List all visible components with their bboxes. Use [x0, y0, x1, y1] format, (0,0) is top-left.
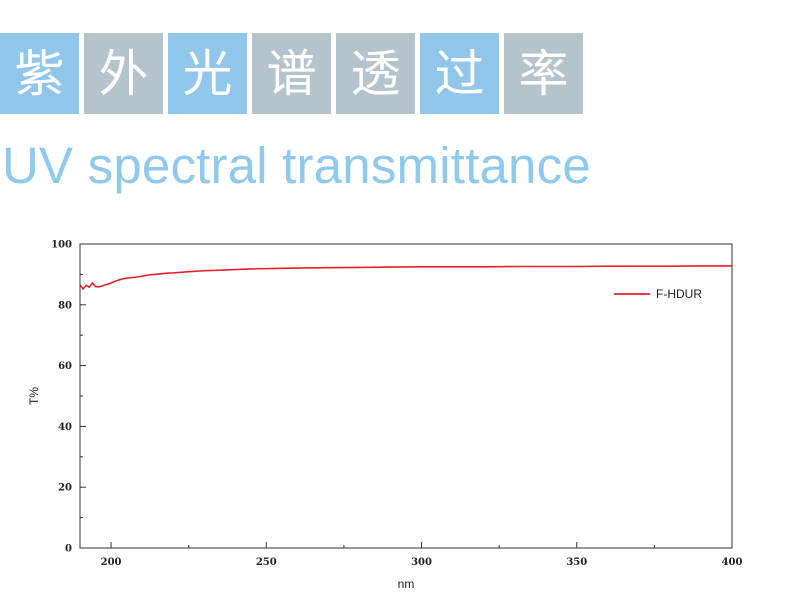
title-tiles: 紫 外 光 谱 透 过 率	[0, 33, 583, 114]
x-tick-label: 300	[411, 557, 432, 568]
x-tick-label: 400	[722, 557, 743, 568]
legend: F-HDUR	[614, 287, 702, 301]
title-tile: 外	[84, 33, 163, 114]
x-tick-label: 350	[566, 557, 587, 568]
y-tick-label: 40	[58, 422, 72, 433]
transmittance-chart: 200 250 300 350 400 0 20 40 60 80 100 F-HDUR nm T…	[27, 240, 743, 592]
title-tile: 谱	[252, 33, 331, 114]
title-tile: 率	[504, 33, 583, 114]
title-tile: 透	[336, 33, 415, 114]
x-tick-label: 250	[256, 557, 277, 568]
y-tick-label: 80	[58, 300, 72, 311]
page-subtitle: UV spectral transmittance	[2, 137, 591, 194]
y-tick-label: 60	[58, 361, 72, 372]
y-tick-label: 100	[51, 240, 72, 251]
y-tick-label: 20	[58, 483, 72, 494]
plot-frame	[79, 243, 733, 549]
series-line-0	[79, 265, 732, 290]
y-axis-ticks: 0 20 40 60 80 100	[51, 240, 86, 555]
title-tile: 光	[168, 33, 247, 114]
legend-label: F-HDUR	[656, 287, 702, 301]
title-tile: 紫	[0, 33, 79, 114]
y-axis-label: T%	[27, 387, 41, 405]
title-tile: 过	[420, 33, 499, 114]
series-group	[79, 265, 732, 290]
x-axis-label: nm	[398, 577, 415, 591]
y-tick-label: 0	[65, 544, 72, 555]
x-axis-ticks: 200 250 300 350 400	[101, 542, 743, 568]
x-tick-label: 200	[101, 557, 122, 568]
